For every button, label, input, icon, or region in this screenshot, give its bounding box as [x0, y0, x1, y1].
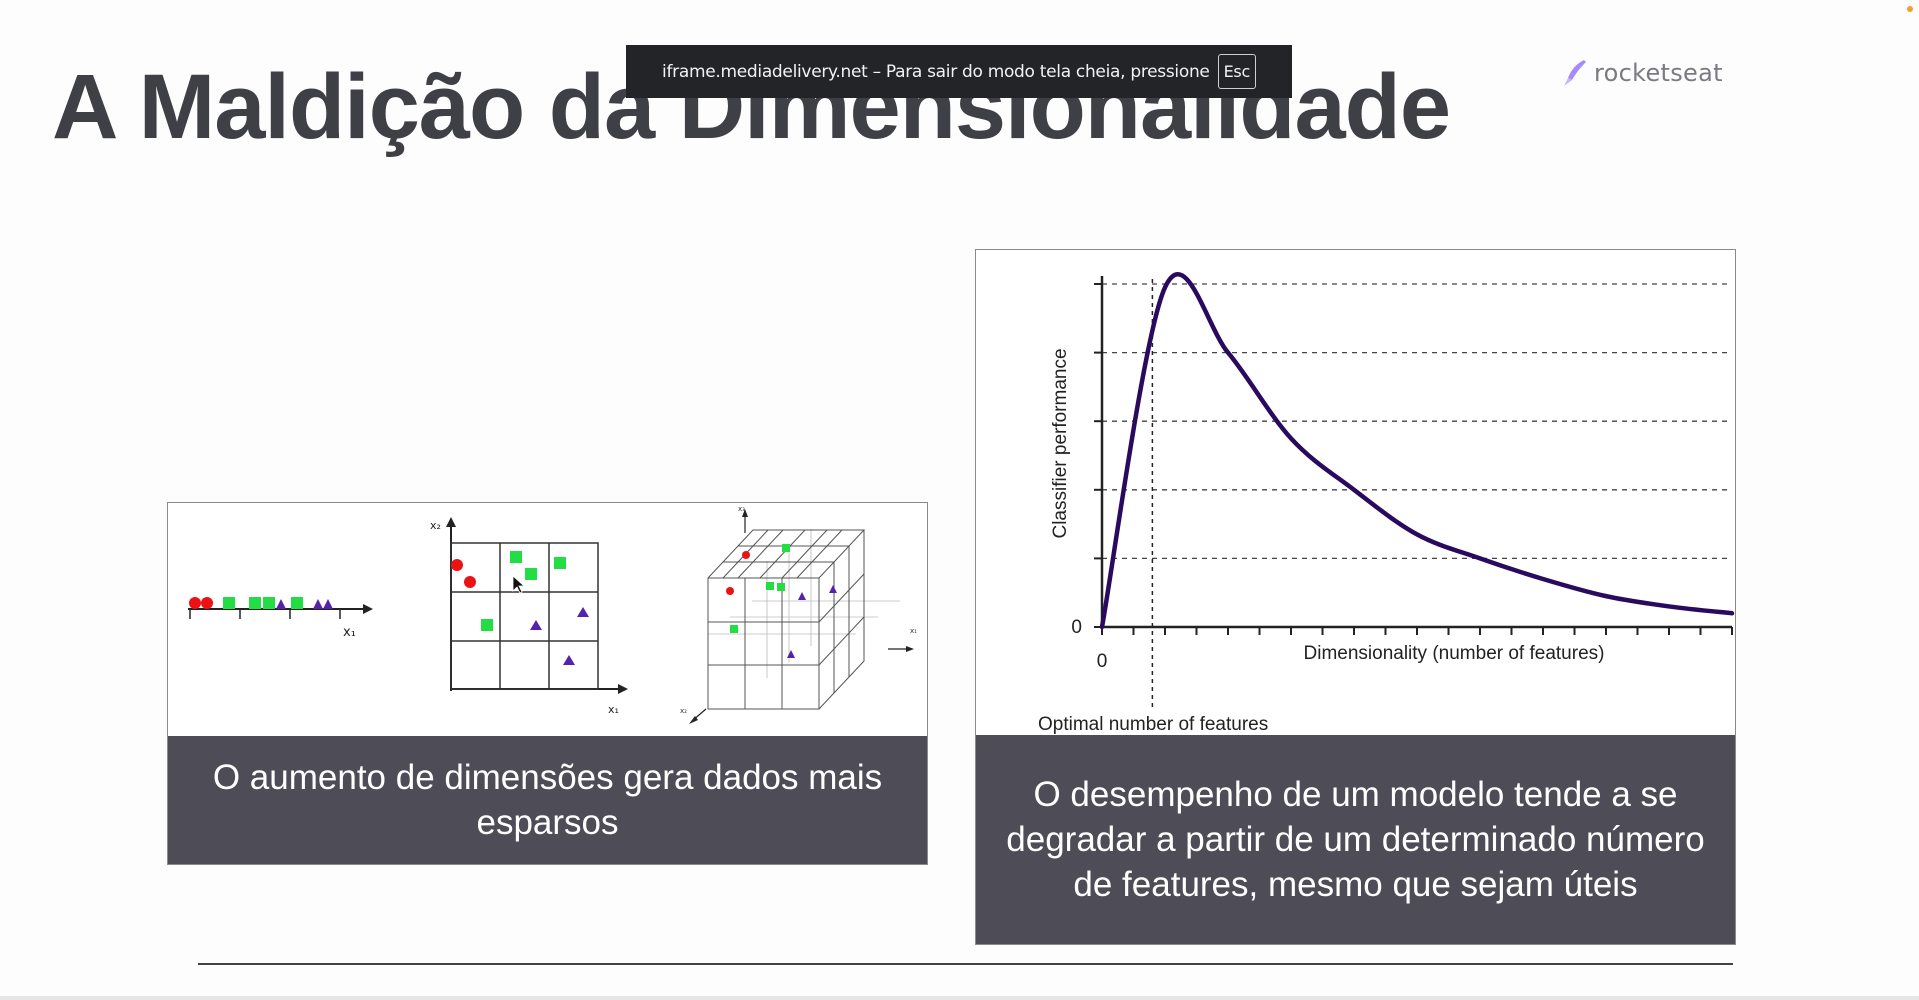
series-line — [1099, 272, 1735, 630]
x2-axis-arrow — [446, 517, 456, 527]
x-axis-ticks — [1101, 627, 1733, 635]
green-square-point — [730, 625, 738, 633]
purple-triangle-point — [563, 655, 575, 665]
purple-triangle-point — [313, 599, 323, 609]
one-dimension-plot: x₁ — [188, 597, 373, 640]
purple-triangle-point — [798, 592, 806, 600]
purple-triangle-point — [530, 620, 542, 630]
x-axis-title: Dimensionality (number of features) — [1304, 643, 1605, 664]
purple-triangle-point — [787, 650, 795, 658]
y-axis-title: Classifier performance — [1050, 348, 1071, 538]
x1-axis-arrow — [906, 646, 914, 652]
green-square-point — [525, 568, 537, 580]
performance-chart: 0 0 Dimensionality (number of features) … — [1038, 272, 1735, 735]
x1-axis-arrow — [618, 684, 628, 694]
x2-label: x₂ — [430, 519, 441, 532]
sparsity-illustration: x₁ x₂ x₁ — [188, 505, 917, 724]
x3-axis-arrow — [742, 509, 748, 517]
bottom-strip — [0, 996, 1919, 1000]
y-axis-ticks — [1094, 283, 1102, 628]
green-square-point — [249, 597, 261, 609]
purple-triangle-point — [276, 599, 286, 609]
green-square-point — [766, 582, 774, 590]
purple-triangle-point — [577, 607, 589, 617]
esc-key-hint: Esc — [1217, 54, 1256, 89]
red-circle-point — [742, 551, 750, 559]
two-dimension-plot: x₂ x₁ — [430, 517, 628, 716]
rocketseat-logo: rocketseat — [1562, 58, 1723, 88]
grid-frame — [450, 542, 599, 690]
cube-inner-grid — [708, 529, 900, 695]
x1-axis-arrow — [363, 604, 373, 614]
green-square-point — [223, 597, 235, 609]
performance-card: 0 0 Dimensionality (number of features) … — [975, 249, 1736, 945]
cube-frame — [707, 529, 866, 710]
x3-label: x₃ — [738, 505, 745, 513]
grid-lines — [1102, 283, 1732, 560]
optimal-features-label: Optimal number of features — [1038, 714, 1268, 735]
x2-label-3d: x₂ — [680, 707, 687, 715]
fullscreen-notice: iframe.mediadelivery.net – Para sair do … — [626, 45, 1292, 98]
red-circle-point — [451, 559, 463, 571]
green-square-point — [263, 597, 275, 609]
purple-triangle-point — [829, 585, 837, 593]
x2-axis-arrow — [689, 716, 698, 724]
purple-triangle-point — [323, 599, 333, 609]
fullscreen-notice-message: iframe.mediadelivery.net – Para sair do … — [662, 61, 1210, 82]
rocket-icon — [1564, 60, 1586, 86]
green-square-point — [782, 544, 790, 552]
green-square-point — [510, 551, 522, 563]
sparsity-card: x₁ x₂ x₁ — [167, 502, 928, 865]
x1-label-2d: x₁ — [608, 703, 619, 716]
x1-label: x₁ — [343, 625, 356, 640]
green-square-point — [291, 597, 303, 609]
green-square-point — [554, 557, 566, 569]
red-circle-point — [464, 576, 476, 588]
x1-label-3d: x₁ — [910, 627, 917, 635]
green-square-point — [777, 583, 785, 591]
green-square-point — [481, 619, 493, 631]
logo-text: rocketseat — [1594, 59, 1723, 87]
notification-dot — [1907, 6, 1913, 12]
mouse-cursor-icon — [512, 575, 526, 594]
red-circle-point — [201, 597, 213, 609]
three-dimension-plot: x₃ x₁ x₂ — [680, 505, 917, 724]
y-tick-label: 0 — [1071, 617, 1082, 638]
x-tick-label: 0 — [1097, 651, 1108, 672]
sparsity-caption: O aumento de dimensões gera dados mais e… — [168, 736, 927, 864]
bottom-divider — [198, 963, 1733, 965]
red-circle-point — [726, 587, 734, 595]
performance-caption: O desempenho de um modelo tende a se deg… — [976, 735, 1735, 944]
red-circle-point — [189, 597, 201, 609]
